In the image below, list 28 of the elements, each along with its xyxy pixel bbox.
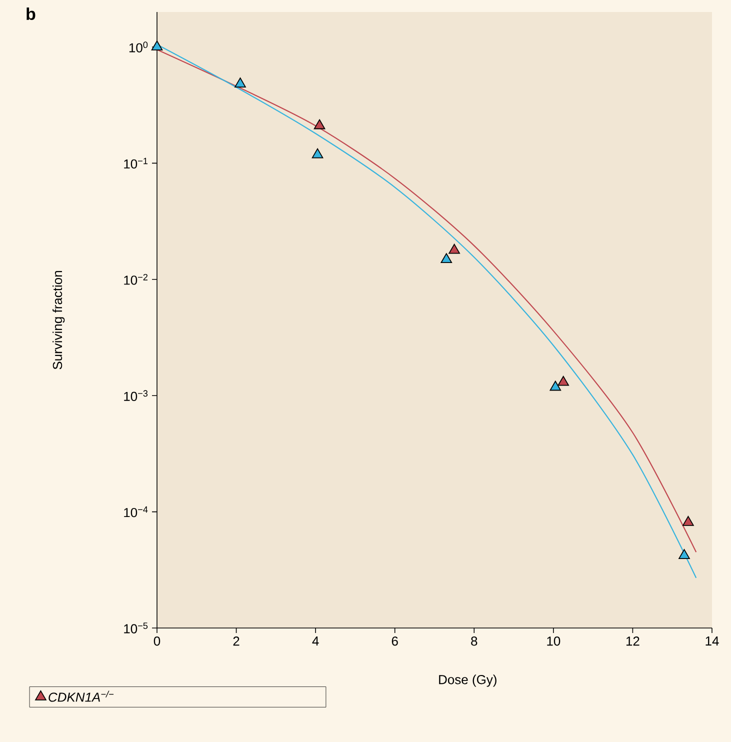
point [151,40,163,50]
x-tick-label: 6 [392,636,398,646]
point [312,148,324,158]
y-axis-title: Surviving fraction [52,271,65,370]
y-tick-label: 10$^{−2}$ [124,274,148,285]
x-tick-label: 10 [547,636,560,646]
point [440,253,452,264]
x-tick-label: 14 [706,636,719,646]
x-tick-label: 12 [626,636,640,646]
x-tick-label: 4 [312,636,319,646]
x-axis-title: Dose (Gy) [439,674,496,687]
point [682,516,694,526]
y-tick-label: 10$^{0}$ [129,42,148,52]
x-tick-label: 2 [233,636,240,646]
point [678,549,690,560]
point [448,244,460,254]
point [550,380,562,391]
y-tick-label: 10$^{−5}$ [124,622,148,634]
x-tick-label: 8 [471,636,478,646]
point [314,119,326,130]
y-tick-label: 10$^{−4}$ [124,506,148,518]
y-tick-label: 10$^{−3}$ [124,390,148,402]
x-tick-label: 0 [154,636,160,646]
text: b [26,8,36,20]
legend-label: CDKN1A$^{−/−}$ [48,690,114,702]
y-tick-label: 10$^{−1}$ [124,158,148,169]
point [558,376,569,386]
point [234,78,246,88]
